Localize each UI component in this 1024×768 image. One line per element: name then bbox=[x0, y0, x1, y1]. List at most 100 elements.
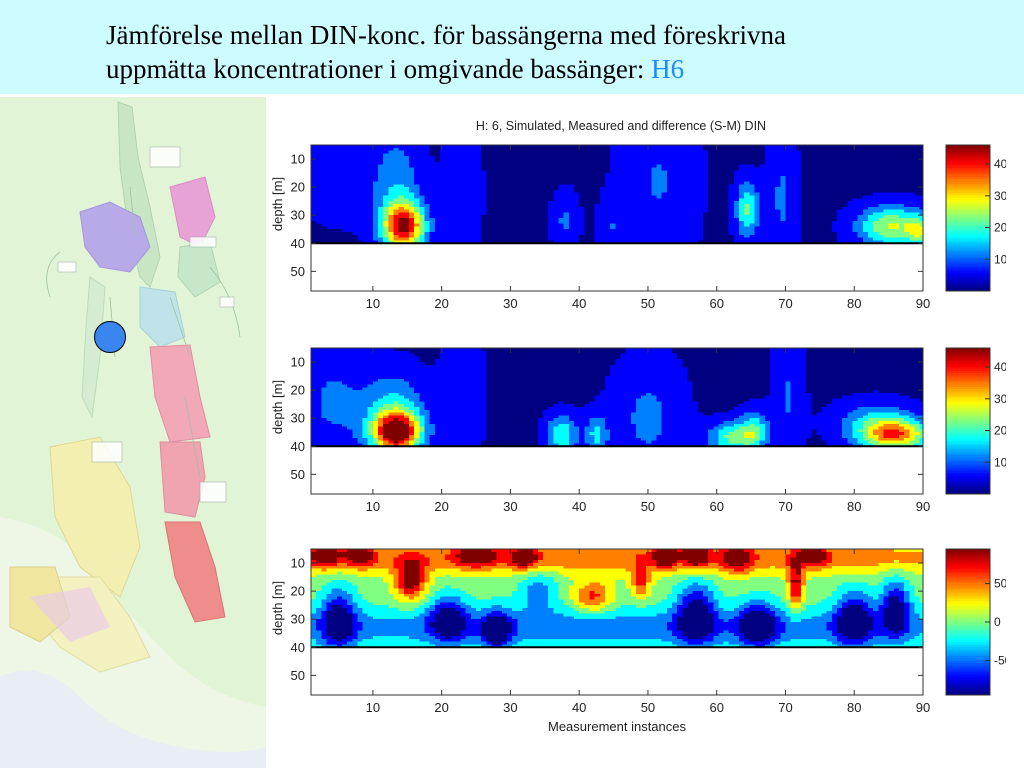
heatmap-cell bbox=[527, 159, 534, 163]
heatmap-cell bbox=[811, 203, 818, 208]
heatmap-cell bbox=[424, 184, 431, 188]
heatmap-cell bbox=[388, 187, 395, 191]
heatmap-cell bbox=[543, 178, 549, 183]
heatmap-cell bbox=[842, 203, 848, 208]
heatmap-cell bbox=[543, 201, 549, 205]
heatmap-cell bbox=[517, 173, 524, 177]
heatmap-cell bbox=[522, 218, 529, 222]
heatmap-cell bbox=[831, 212, 838, 216]
heatmap-cell bbox=[651, 170, 658, 174]
heatmap-cell bbox=[888, 209, 895, 213]
heatmap-cell bbox=[501, 159, 508, 163]
heatmap-cell bbox=[336, 173, 343, 177]
heatmap-cell bbox=[321, 164, 328, 169]
heatmap-cell bbox=[460, 201, 467, 205]
heatmap-cell bbox=[718, 178, 725, 183]
heatmap-cell bbox=[362, 164, 369, 169]
heatmap-cell bbox=[749, 206, 756, 211]
title-line-2-text: uppmätta koncentrationer i omgivande bas… bbox=[106, 54, 652, 84]
heatmap-cell bbox=[852, 175, 859, 180]
heatmap-cell bbox=[512, 201, 518, 205]
heatmap-cell bbox=[883, 184, 890, 188]
heatmap-cell bbox=[723, 212, 730, 216]
heatmap-cell bbox=[770, 184, 776, 188]
heatmap-cell bbox=[450, 159, 457, 163]
heatmap-cell bbox=[481, 175, 487, 180]
heatmap-cell bbox=[491, 206, 498, 211]
heatmap-cell bbox=[316, 145, 322, 149]
heatmap-cell bbox=[744, 187, 750, 191]
heatmap-cell bbox=[522, 203, 529, 208]
heatmap-cell bbox=[831, 223, 838, 228]
heatmap-cell bbox=[527, 201, 534, 205]
heatmap-cell bbox=[408, 218, 415, 222]
heatmap-cell bbox=[630, 178, 637, 183]
heatmap-cell bbox=[666, 181, 673, 185]
heatmap-cell bbox=[702, 145, 709, 149]
heatmap-cell bbox=[862, 175, 869, 180]
heatmap-cell bbox=[816, 226, 823, 230]
heatmap-cell bbox=[522, 209, 529, 213]
heatmap-cell bbox=[656, 203, 663, 208]
heatmap-cell bbox=[378, 226, 384, 230]
heatmap-cell bbox=[661, 156, 668, 160]
heatmap-cell bbox=[532, 198, 539, 202]
heatmap-cell bbox=[362, 218, 369, 222]
heatmap-cell bbox=[398, 178, 405, 183]
heatmap-cell bbox=[517, 206, 524, 211]
heatmap-cell bbox=[795, 198, 802, 202]
x-tick-label: 20 bbox=[434, 296, 448, 311]
heatmap-cell bbox=[806, 187, 812, 191]
heatmap-cell bbox=[702, 226, 709, 230]
heatmap-cell bbox=[341, 175, 348, 180]
heatmap-cell bbox=[512, 218, 518, 222]
heatmap-cell bbox=[893, 161, 900, 166]
heatmap-cell bbox=[888, 203, 895, 208]
heatmap-cell bbox=[445, 220, 451, 225]
heatmap-cell bbox=[811, 212, 818, 216]
heatmap-cell bbox=[599, 181, 606, 185]
heatmap-cell bbox=[481, 215, 487, 219]
heatmap-cell bbox=[316, 203, 322, 208]
heatmap-cell bbox=[383, 175, 389, 180]
heatmap-cell bbox=[672, 195, 678, 199]
heatmap-cell bbox=[697, 159, 704, 163]
heatmap-cell bbox=[656, 226, 663, 230]
heatmap-cell bbox=[800, 206, 807, 211]
heatmap-cell bbox=[806, 206, 812, 211]
heatmap-cell bbox=[460, 187, 467, 191]
heatmap-cell bbox=[434, 195, 441, 199]
heatmap-cell bbox=[481, 189, 487, 194]
heatmap-cell bbox=[800, 156, 807, 160]
heatmap-cell bbox=[393, 170, 400, 174]
heatmap-cell bbox=[878, 201, 885, 205]
heatmap-cell bbox=[574, 203, 580, 208]
heatmap-cell bbox=[311, 161, 317, 166]
heatmap-cell bbox=[780, 198, 787, 202]
heatmap-cell bbox=[888, 220, 895, 225]
heatmap-cell bbox=[429, 226, 436, 230]
heatmap-cell bbox=[914, 215, 921, 219]
heatmap-cell bbox=[702, 223, 709, 228]
heatmap-cell bbox=[383, 226, 389, 230]
heatmap-cell bbox=[574, 173, 580, 177]
heatmap-cell bbox=[599, 159, 606, 163]
heatmap-cell bbox=[615, 187, 622, 191]
heatmap-cell bbox=[852, 209, 859, 213]
heatmap-cell bbox=[878, 147, 885, 152]
heatmap-cell bbox=[321, 189, 328, 194]
heatmap-cell bbox=[919, 189, 924, 194]
heatmap-cell bbox=[491, 220, 498, 225]
heatmap-cell bbox=[512, 223, 518, 228]
heatmap-cell bbox=[893, 212, 900, 216]
heatmap-cell bbox=[434, 189, 441, 194]
heatmap-cell bbox=[491, 178, 498, 183]
heatmap-cell bbox=[398, 153, 405, 157]
heatmap-cell bbox=[429, 173, 436, 177]
heatmap-cell bbox=[532, 147, 539, 152]
heatmap-cell bbox=[321, 170, 328, 174]
heatmap-cell bbox=[878, 178, 885, 183]
heatmap-cell bbox=[372, 215, 379, 219]
heatmap-cell bbox=[620, 178, 627, 183]
